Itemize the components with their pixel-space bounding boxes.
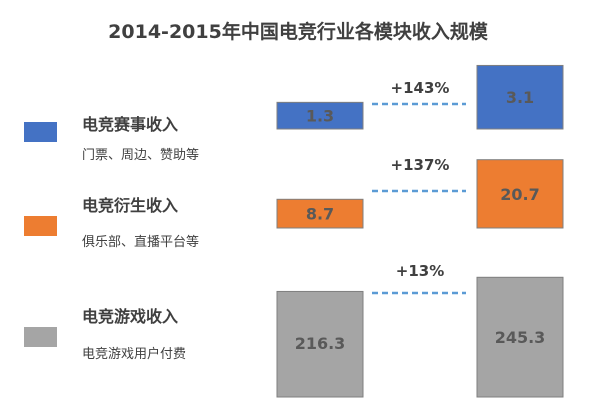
legend-label-1: 电竞衍生收入: [82, 196, 178, 215]
data-label-2014-0: 1.3: [306, 107, 334, 126]
legend-subtitle-2: 电竞游戏用户付费: [82, 346, 186, 362]
bar-2015-1: [476, 159, 564, 229]
bar-2015-2: [476, 276, 564, 398]
growth-label-2: +13%: [396, 262, 444, 280]
legend-label-2: 电竞游戏收入: [82, 307, 178, 326]
bar-2015-0: [476, 64, 564, 130]
growth-label-0: +143%: [391, 79, 450, 97]
legend-swatch-2: [24, 327, 57, 347]
bar-2014-1: [276, 198, 364, 229]
data-label-2015-0: 3.1: [506, 88, 534, 107]
data-label-2014-2: 216.3: [295, 334, 346, 353]
bar-2014-2: [276, 290, 364, 398]
data-label-2015-2: 245.3: [495, 328, 546, 347]
legend-swatch-1: [24, 216, 57, 236]
legend-subtitle-0: 门票、周边、赞助等: [82, 147, 199, 163]
chart-title: 2014-2015年中国电竞行业各模块收入规模: [108, 20, 489, 43]
legend-swatch-0: [24, 122, 57, 142]
bar-group: 1.3 3.1 +143% 8.7 20.7 +137% 216.3 245.3 +13%: [276, 64, 564, 398]
legend: 电竞赛事收入门票、周边、赞助等电竞衍生收入俱乐部、直播平台等电竞游戏收入电竞游戏…: [24, 115, 199, 362]
bar-2014-0: [276, 101, 364, 130]
data-label-2014-1: 8.7: [306, 205, 334, 224]
legend-label-0: 电竞赛事收入: [82, 115, 178, 134]
growth-label-1: +137%: [391, 156, 450, 174]
legend-subtitle-1: 俱乐部、直播平台等: [82, 234, 199, 250]
data-label-2015-1: 20.7: [500, 185, 539, 204]
